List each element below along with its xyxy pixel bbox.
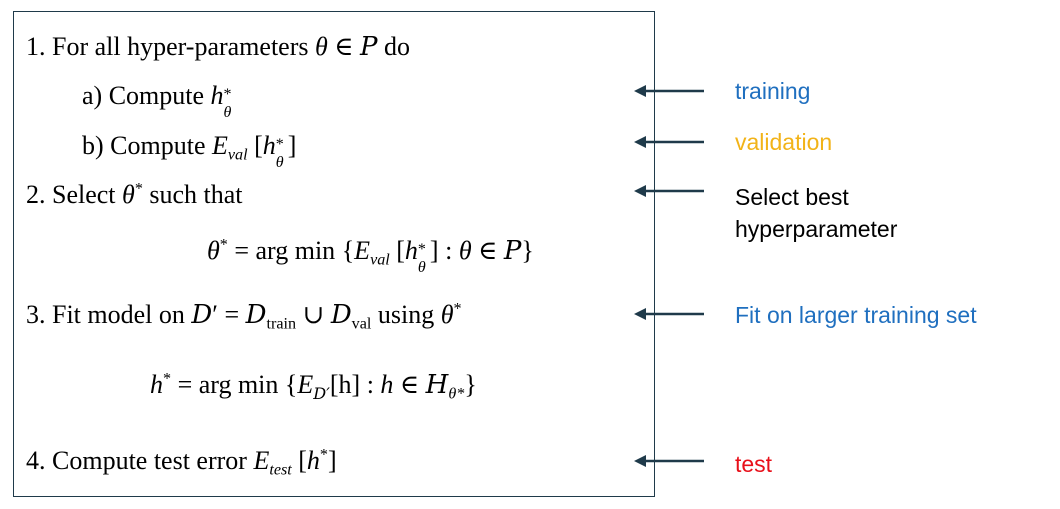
step-4: 4. Compute test error Etest [h*] [26, 446, 337, 476]
annotation-fit: Fit on larger training set [735, 300, 977, 330]
arrow-left-icon [634, 454, 704, 468]
step-1a: a) Compute h * θ [82, 81, 236, 111]
step-1b: b) Compute Eval [h * θ] [82, 131, 296, 161]
arrow-left-icon [634, 307, 704, 321]
annotation-training: training [735, 76, 810, 106]
step-3: 3. Fit model on D′ = Dtrain ∪ Dval using… [26, 300, 462, 330]
arrow-left-icon [634, 184, 704, 198]
step-2: 2. Select θ* such that [26, 180, 243, 210]
arrow-left-icon [634, 135, 704, 149]
annotation-test: test [735, 449, 772, 479]
arrow-left-icon [634, 84, 704, 98]
equation-select: θ* = arg min {Eval [h * θ] : θ ∈ P} [207, 236, 534, 266]
annotation-select-line2: hyperparameter [735, 214, 897, 244]
step-1: 1. For all hyper-parameters θ ∈ P do [26, 32, 410, 62]
annotation-validation: validation [735, 127, 832, 157]
annotation-select-line1: Select best [735, 182, 849, 212]
equation-fit: h* = arg min {ED′[h] : h ∈ Hθ*} [150, 370, 477, 400]
